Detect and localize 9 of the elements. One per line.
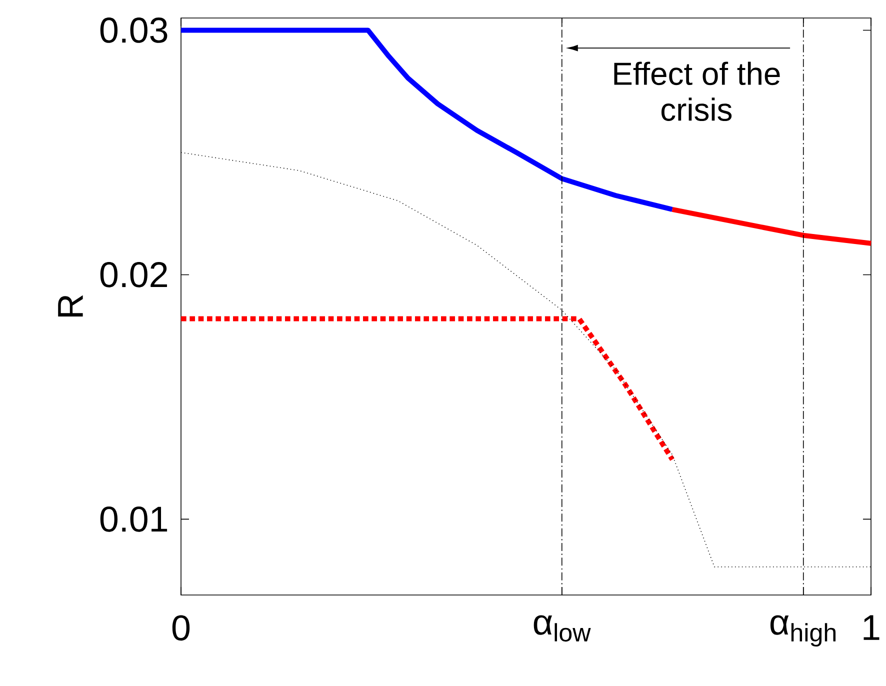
- y-tick-label: 0.01: [100, 506, 168, 532]
- y-axis-title: R: [58, 295, 83, 317]
- x-tick-label: α$_{high}$: [770, 615, 836, 647]
- x-tick-label: 0: [172, 615, 190, 641]
- x-tick-label: α$_{low}$: [534, 615, 591, 642]
- annotation: Effect of the crisis: [614, 62, 780, 121]
- y-tick-label: 0.03: [100, 18, 168, 43]
- x-tick-label: 1: [864, 615, 880, 640]
- y-tick-label: 0.02: [100, 262, 167, 288]
